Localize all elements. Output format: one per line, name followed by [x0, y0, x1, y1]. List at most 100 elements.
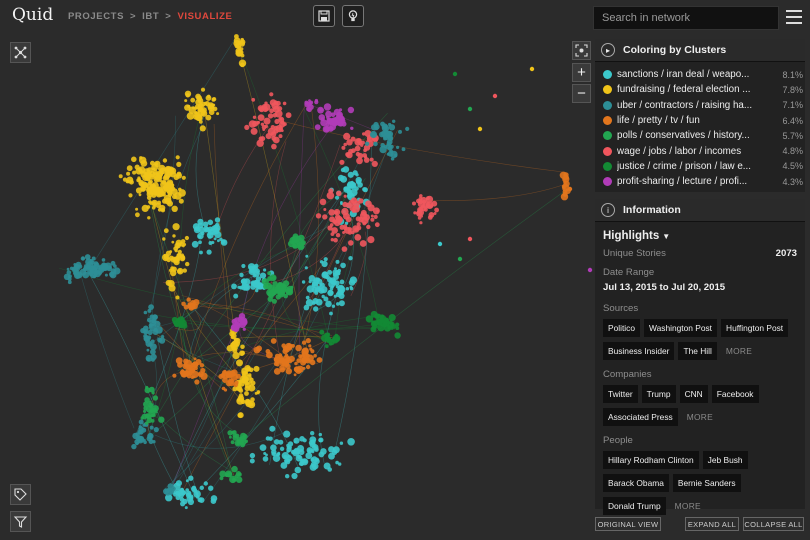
network-node[interactable]	[101, 263, 109, 271]
network-node[interactable]	[234, 474, 239, 479]
network-node[interactable]	[154, 162, 159, 166]
network-node[interactable]	[286, 449, 290, 453]
network-node[interactable]	[197, 103, 204, 109]
network-node[interactable]	[245, 374, 252, 381]
cluster-item[interactable]: sanctions / iran deal / weapo... 8.1%	[595, 67, 805, 82]
network-node[interactable]	[351, 209, 356, 213]
network-node[interactable]	[293, 237, 300, 244]
network-node[interactable]	[319, 329, 325, 335]
network-node[interactable]	[310, 431, 315, 436]
network-node[interactable]	[131, 443, 137, 450]
network-node[interactable]	[198, 240, 202, 245]
network-node[interactable]	[349, 286, 354, 291]
network-node[interactable]	[110, 260, 116, 266]
network-node[interactable]	[248, 384, 256, 392]
network-node[interactable]	[271, 143, 277, 150]
network-node[interactable]	[192, 223, 200, 230]
network-node[interactable]	[323, 296, 329, 302]
network-node[interactable]	[335, 233, 341, 238]
network-node[interactable]	[301, 280, 306, 284]
network-node[interactable]	[340, 201, 343, 204]
network-node[interactable]	[175, 295, 180, 300]
network-node[interactable]	[285, 363, 291, 370]
network-node[interactable]	[244, 365, 251, 372]
network-node[interactable]	[437, 241, 443, 247]
network-node[interactable]	[294, 466, 302, 474]
network-node[interactable]	[138, 193, 142, 197]
network-node[interactable]	[196, 114, 201, 119]
source-tag[interactable]: Business Insider	[603, 342, 675, 360]
network-node[interactable]	[276, 287, 282, 293]
network-node[interactable]	[219, 237, 223, 241]
network-node[interactable]	[263, 117, 271, 125]
network-node[interactable]	[419, 194, 423, 198]
network-node[interactable]	[316, 285, 321, 290]
network-node[interactable]	[320, 119, 328, 127]
network-node[interactable]	[302, 347, 309, 355]
network-node[interactable]	[128, 193, 133, 198]
network-node[interactable]	[158, 337, 166, 344]
network-node[interactable]	[348, 279, 356, 286]
network-node[interactable]	[234, 338, 241, 344]
original-view-button[interactable]: ORIGINAL VIEW	[595, 517, 661, 531]
network-node[interactable]	[192, 375, 196, 379]
network-node[interactable]	[316, 357, 323, 363]
network-node[interactable]	[310, 457, 315, 462]
network-node[interactable]	[302, 366, 306, 370]
network-node[interactable]	[260, 122, 265, 127]
network-node[interactable]	[343, 142, 348, 147]
network-node[interactable]	[280, 120, 285, 125]
network-node[interactable]	[278, 354, 283, 360]
network-node[interactable]	[148, 170, 156, 178]
network-node[interactable]	[250, 397, 255, 402]
network-node[interactable]	[242, 327, 246, 331]
network-node[interactable]	[308, 275, 316, 282]
network-node[interactable]	[101, 258, 106, 262]
network-node[interactable]	[303, 304, 310, 311]
network-node[interactable]	[301, 356, 308, 364]
network-node[interactable]	[342, 231, 346, 234]
network-node[interactable]	[84, 254, 91, 260]
person-tag[interactable]: Hillary Rodham Clinton	[603, 451, 699, 469]
network-node[interactable]	[239, 39, 246, 45]
more-companies-link[interactable]: MORE	[686, 412, 714, 422]
network-node[interactable]	[286, 288, 294, 296]
network-node[interactable]	[314, 447, 319, 452]
network-node[interactable]	[212, 106, 218, 112]
network-node[interactable]	[248, 268, 256, 275]
network-node[interactable]	[388, 124, 396, 131]
network-node[interactable]	[240, 344, 245, 350]
network-node[interactable]	[329, 216, 336, 223]
network-node[interactable]	[395, 322, 400, 327]
network-node[interactable]	[178, 187, 182, 192]
network-node[interactable]	[305, 254, 309, 258]
network-node[interactable]	[194, 379, 200, 385]
network-node[interactable]	[137, 176, 141, 180]
network-node[interactable]	[261, 278, 269, 286]
network-node[interactable]	[211, 97, 216, 102]
network-node[interactable]	[356, 222, 361, 227]
network-node[interactable]	[325, 110, 332, 118]
insights-button[interactable]	[342, 5, 364, 27]
network-node[interactable]	[147, 189, 153, 195]
network-node[interactable]	[305, 338, 311, 344]
network-node[interactable]	[357, 152, 364, 159]
network-node[interactable]	[138, 419, 144, 425]
network-node[interactable]	[134, 164, 140, 170]
network-node[interactable]	[132, 432, 139, 440]
source-tag[interactable]: The Hill	[678, 342, 717, 360]
network-node[interactable]	[271, 135, 277, 141]
network-node[interactable]	[249, 452, 256, 459]
network-node[interactable]	[176, 161, 182, 167]
network-node[interactable]	[310, 439, 316, 445]
network-node[interactable]	[207, 94, 211, 98]
network-node[interactable]	[73, 263, 80, 270]
network-node[interactable]	[347, 438, 355, 446]
network-node[interactable]	[347, 227, 353, 232]
network-node[interactable]	[321, 260, 328, 268]
network-node[interactable]	[172, 373, 177, 378]
network-node[interactable]	[283, 454, 288, 460]
network-node[interactable]	[252, 120, 259, 127]
network-node[interactable]	[321, 294, 325, 299]
network-node[interactable]	[184, 235, 189, 241]
